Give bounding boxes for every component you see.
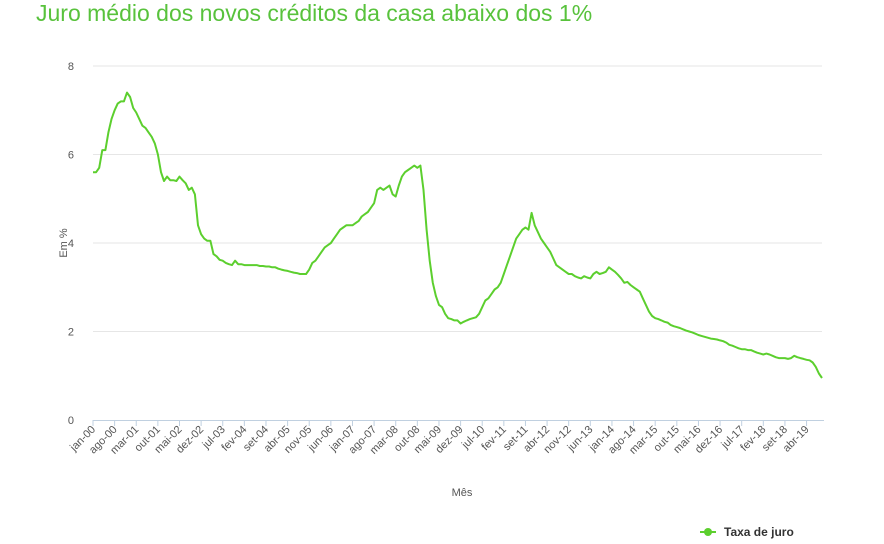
grid-lines — [93, 65, 822, 332]
y-axis-title: Em % — [58, 228, 70, 258]
legend-label: Taxa de juro — [724, 525, 794, 539]
y-tick-label: 4 — [68, 238, 74, 250]
x-axis-title: Mês — [452, 487, 473, 499]
y-tick-label: 6 — [68, 150, 74, 162]
series-group — [93, 91, 823, 379]
y-tick-label: 8 — [68, 61, 74, 73]
y-tick-label: 0 — [68, 415, 74, 427]
x-axis-ticks: jan-00ago-00mar-01out-01mai-02dez-02jul-… — [67, 420, 812, 457]
chart-title: Juro médio dos novos créditos da casa ab… — [36, 0, 593, 26]
legend[interactable]: Taxa de juro — [700, 525, 794, 539]
y-axis-ticks: 0 2 4 6 8 — [68, 61, 74, 427]
series-line-taxa-de-juro — [93, 91, 823, 379]
y-tick-label: 2 — [68, 327, 74, 339]
legend-marker-icon — [704, 528, 712, 536]
